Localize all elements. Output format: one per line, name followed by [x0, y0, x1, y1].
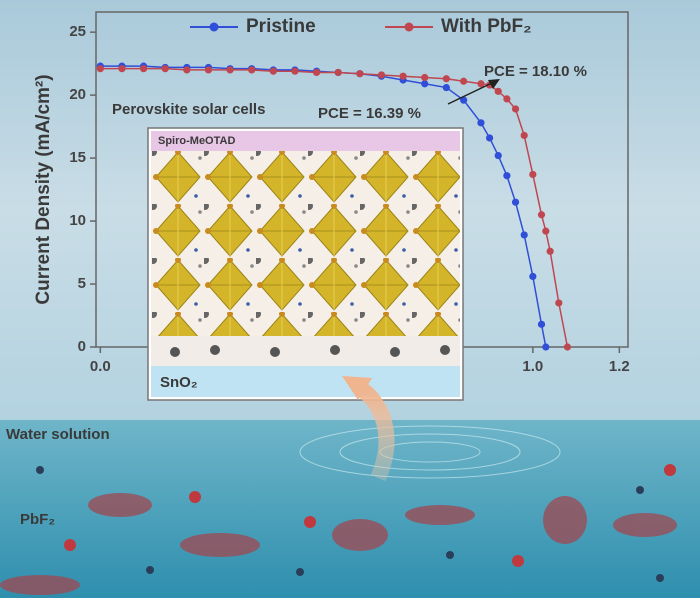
- data-point: [399, 72, 407, 80]
- data-point: [377, 71, 386, 79]
- x-tick-label: 0.0: [90, 358, 111, 375]
- data-point: [460, 77, 468, 85]
- data-point: [503, 95, 511, 103]
- data-point: [511, 105, 520, 113]
- molecules: [0, 464, 677, 595]
- data-point: [421, 73, 429, 82]
- data-point: [520, 131, 528, 140]
- legend-marker: [209, 22, 219, 32]
- top-layer-label: Spiro-MeOTAD: [158, 135, 235, 147]
- data-point: [442, 75, 450, 83]
- data-point: [312, 68, 321, 77]
- data-point: [477, 80, 485, 88]
- x-tick-label: 1.0: [522, 358, 543, 375]
- legend-marker: [404, 22, 414, 32]
- x-tick-label: 1.2: [609, 358, 630, 375]
- series-line: [100, 67, 569, 348]
- data-point: [542, 227, 550, 235]
- water-label: Water solution: [6, 426, 110, 443]
- data-point: [542, 343, 550, 351]
- data-point: [226, 66, 234, 74]
- y-tick-label: 0: [78, 338, 86, 355]
- annotation-arrowhead: [488, 79, 500, 89]
- data-point: [269, 67, 277, 75]
- data-point: [563, 343, 572, 351]
- data-point: [248, 66, 256, 74]
- data-point: [96, 65, 104, 73]
- data-point: [537, 320, 546, 328]
- data-point: [139, 65, 148, 73]
- additive-label: PbF₂: [20, 511, 55, 528]
- data-point: [334, 68, 342, 77]
- data-point: [118, 65, 126, 73]
- data-point: [555, 299, 563, 307]
- y-tick-label: 25: [69, 23, 86, 40]
- data-point: [460, 96, 468, 104]
- y-tick-label: 20: [69, 86, 86, 103]
- y-tick-label: 15: [69, 149, 86, 166]
- y-tick-label: 5: [78, 275, 86, 292]
- pce-annotation: PCE = 18.10 %: [484, 63, 587, 80]
- data-point: [291, 67, 299, 75]
- y-tick-label: 10: [69, 212, 86, 229]
- data-point: [529, 272, 537, 281]
- data-point: [161, 65, 169, 73]
- data-point: [204, 66, 213, 74]
- legend-label: Pristine: [246, 16, 316, 37]
- data-point: [494, 87, 502, 95]
- structure-inset: Spiro-MeOTAD SnO₂: [147, 127, 464, 401]
- pce-annotation: PCE = 16.39 %: [318, 105, 421, 122]
- annotation-arrow: [447, 81, 495, 105]
- inset-heading: Perovskite solar cells: [112, 101, 265, 118]
- arrow-up: [355, 381, 395, 482]
- data-point: [442, 83, 450, 92]
- data-point: [421, 80, 429, 88]
- y-axis-label: Current Density (mA/cm²): [33, 74, 54, 304]
- data-point: [520, 231, 528, 239]
- arrow-head: [342, 376, 372, 400]
- data-point: [183, 66, 191, 74]
- data-point: [503, 172, 511, 180]
- data-point: [546, 247, 554, 255]
- data-point: [529, 170, 537, 179]
- data-point: [537, 211, 546, 219]
- data-point: [511, 198, 520, 206]
- legend-label: With PbF₂: [441, 16, 532, 37]
- bottom-layer-label: SnO₂: [160, 374, 198, 391]
- data-point: [477, 119, 485, 127]
- data-point: [356, 70, 364, 78]
- data-point: [485, 134, 494, 142]
- data-point: [494, 151, 502, 160]
